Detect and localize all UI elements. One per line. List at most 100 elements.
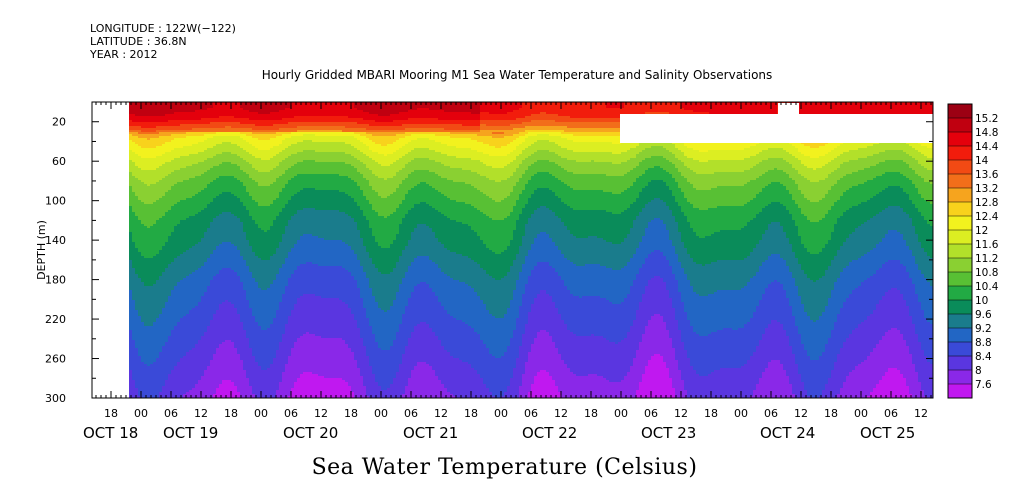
heatmap-cell: [882, 190, 886, 211]
heatmap-cell: [474, 102, 478, 115]
heatmap-cell: [432, 140, 436, 151]
heatmap-cell: [315, 132, 319, 137]
heatmap-cell: [303, 140, 307, 151]
heatmap-cell: [408, 162, 412, 175]
heatmap-cell: [402, 138, 406, 147]
heatmap-cell: [240, 128, 244, 133]
heatmap-cell: [132, 212, 136, 243]
heatmap-cell: [432, 132, 436, 135]
heatmap-cell: [198, 176, 202, 193]
heatmap-cell: [900, 294, 904, 335]
heatmap-cell: [279, 162, 283, 177]
heatmap-cell: [240, 256, 244, 283]
heatmap-cell: [699, 174, 703, 191]
heatmap-cell: [513, 120, 517, 125]
heatmap-cell: [594, 102, 598, 119]
heatmap-cell: [549, 266, 553, 297]
heatmap-cell: [816, 254, 820, 281]
heatmap-cell: [810, 168, 814, 183]
heatmap-cell: [210, 320, 214, 361]
heatmap-cell: [471, 288, 475, 329]
heatmap-cell: [162, 136, 166, 145]
heatmap-cell: [342, 268, 346, 303]
heatmap-cell: [267, 172, 271, 187]
heatmap-cell: [429, 172, 433, 187]
heatmap-cell: [168, 102, 172, 115]
heatmap-cell: [450, 278, 454, 317]
heatmap-cell: [414, 110, 418, 119]
heatmap-cell: [279, 132, 283, 137]
heatmap-cell: [522, 190, 526, 209]
heatmap-cell: [726, 172, 730, 187]
heatmap-cell: [507, 246, 511, 273]
heatmap-cell: [468, 286, 472, 327]
heatmap-cell: [324, 240, 328, 267]
heatmap-cell: [402, 394, 406, 398]
heatmap-cell: [309, 116, 313, 123]
heatmap-cell: [165, 152, 169, 163]
heatmap-cell: [375, 136, 379, 145]
heatmap-cell: [219, 214, 223, 245]
heatmap-cell: [684, 216, 688, 249]
heatmap-cell: [747, 282, 751, 323]
heatmap-cell: [606, 118, 610, 123]
heatmap-cell: [435, 124, 439, 129]
heatmap-cell: [666, 330, 670, 369]
heatmap-cell: [276, 112, 280, 121]
heatmap-cell: [396, 188, 400, 209]
heatmap-cell: [414, 124, 418, 129]
heatmap-cell: [879, 152, 883, 163]
heatmap-cell: [618, 102, 622, 109]
heatmap-cell: [300, 210, 304, 237]
heatmap-cell: [543, 262, 547, 291]
heatmap-cell: [696, 174, 700, 191]
heatmap-cell: [225, 162, 229, 177]
heatmap-cell: [276, 154, 280, 167]
heatmap-cell: [843, 302, 847, 343]
heatmap-cell: [204, 332, 208, 371]
heatmap-cell: [549, 162, 553, 175]
heatmap-cell: [723, 140, 727, 151]
heatmap-cell: [255, 126, 259, 131]
heatmap-cell: [495, 156, 499, 169]
heatmap-cell: [672, 178, 676, 197]
heatmap-cell: [198, 142, 202, 153]
heatmap-cell: [849, 150, 853, 161]
heatmap-cell: [591, 296, 595, 335]
heatmap-cell: [552, 136, 556, 143]
heatmap-cell: [570, 262, 574, 295]
heatmap-cell: [519, 108, 523, 119]
heatmap-cell: [528, 146, 532, 157]
heatmap-cell: [588, 264, 592, 297]
heatmap-cell: [267, 328, 271, 369]
heatmap-cell: [252, 168, 256, 181]
heatmap-cell: [237, 132, 241, 137]
heatmap-cell: [423, 256, 427, 283]
heatmap-cell: [192, 128, 196, 133]
heatmap-cell: [165, 130, 169, 133]
heatmap-cell: [618, 118, 622, 123]
heatmap-cell: [642, 150, 646, 161]
heatmap-cell: [207, 286, 211, 327]
heatmap-cell: [258, 288, 262, 327]
heatmap-cell: [231, 214, 235, 245]
heatmap-cell: [639, 342, 643, 383]
heatmap-cell: [858, 138, 862, 149]
heatmap-cell: [462, 132, 466, 135]
heatmap-cell: [195, 120, 199, 125]
heatmap-cell: [573, 374, 577, 398]
heatmap-cell: [255, 112, 259, 121]
heatmap-cell: [168, 152, 172, 163]
heatmap-cell: [225, 126, 229, 133]
heatmap-cell: [849, 208, 853, 235]
heatmap-cell: [300, 264, 304, 297]
heatmap-cell: [291, 154, 295, 167]
heatmap-cell: [777, 322, 781, 361]
heatmap-cell: [261, 260, 265, 291]
heatmap-cell: [606, 212, 610, 243]
heatmap-cell: [489, 166, 493, 181]
heatmap-cell: [321, 122, 325, 127]
heatmap-cell: [606, 380, 610, 398]
heatmap-cell: [582, 336, 586, 377]
heatmap-cell: [192, 196, 196, 217]
